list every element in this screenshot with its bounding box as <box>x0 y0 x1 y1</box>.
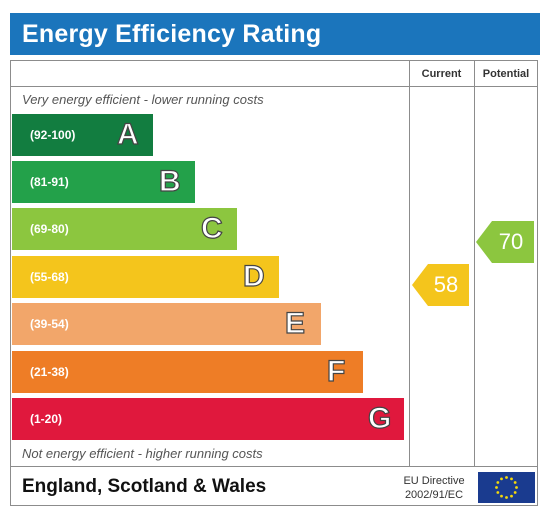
band-range-label: (1-20) <box>30 412 63 426</box>
rating-band-a: (92-100) A <box>12 114 153 156</box>
footer-divider <box>10 466 538 467</box>
eu-star <box>505 496 508 499</box>
band-letter: G <box>367 401 392 435</box>
band-range-label: (92-100) <box>30 128 76 142</box>
band-range-label: (81-91) <box>30 175 69 189</box>
potential-rating-value: 70 <box>498 229 524 254</box>
eu-star <box>496 491 500 494</box>
band-letter: C <box>200 211 223 245</box>
eu-star <box>510 494 513 498</box>
rating-band-c: (69-80) C <box>12 208 237 250</box>
column-divider-potential <box>474 60 475 467</box>
caption-bottom: Not energy efficient - higher running co… <box>22 446 263 461</box>
eu-directive-label: EU Directive 2002/91/EC <box>394 474 474 502</box>
header-divider <box>10 86 538 87</box>
band-letter: D <box>242 259 265 293</box>
eu-star <box>496 481 500 484</box>
column-header-current: Current <box>421 68 462 80</box>
caption-top: Very energy efficient - lower running co… <box>22 92 264 107</box>
band-range-label: (55-68) <box>30 270 69 284</box>
band-range-label: (39-54) <box>30 317 69 331</box>
eu-star <box>500 477 503 481</box>
current-rating-value: 58 <box>433 272 459 297</box>
band-letter: E <box>284 306 306 340</box>
rating-band-d: (55-68) D <box>12 256 279 298</box>
eu-star <box>515 486 518 489</box>
rating-band-e: (39-54) E <box>12 303 321 345</box>
eu-stars <box>495 476 518 499</box>
eu-star <box>500 494 503 498</box>
potential-rating-arrow: 70 <box>476 221 534 263</box>
current-rating-arrow: 58 <box>412 264 469 306</box>
eu-directive-line1: EU Directive <box>403 475 465 487</box>
band-letter: F <box>326 354 346 388</box>
rating-table <box>10 60 538 506</box>
potential-arrow-shape <box>476 221 534 263</box>
rating-band-f: (21-38) F <box>12 351 363 393</box>
eu-star <box>510 477 513 481</box>
band-letter: A <box>116 117 139 151</box>
page-title: Energy Efficiency Rating <box>22 20 322 48</box>
band-range-label: (69-80) <box>30 222 69 236</box>
current-arrow-shape <box>412 264 469 306</box>
footer-region: England, Scotland & Wales <box>22 476 267 497</box>
title-bar: Energy Efficiency Rating <box>10 13 540 55</box>
eu-directive-line2: 2002/91/EC <box>404 489 464 501</box>
eu-star <box>513 491 517 494</box>
eu-star <box>495 486 498 489</box>
eu-star <box>513 481 517 484</box>
band-range-label: (21-38) <box>30 365 69 379</box>
column-divider-current <box>409 60 410 467</box>
rating-band-b: (81-91) B <box>12 161 195 203</box>
eu-flag-icon <box>478 472 535 503</box>
band-letter: B <box>158 164 181 198</box>
column-header-potential: Potential <box>482 68 530 80</box>
eu-star <box>505 476 508 479</box>
rating-band-g: (1-20) G <box>12 398 404 440</box>
